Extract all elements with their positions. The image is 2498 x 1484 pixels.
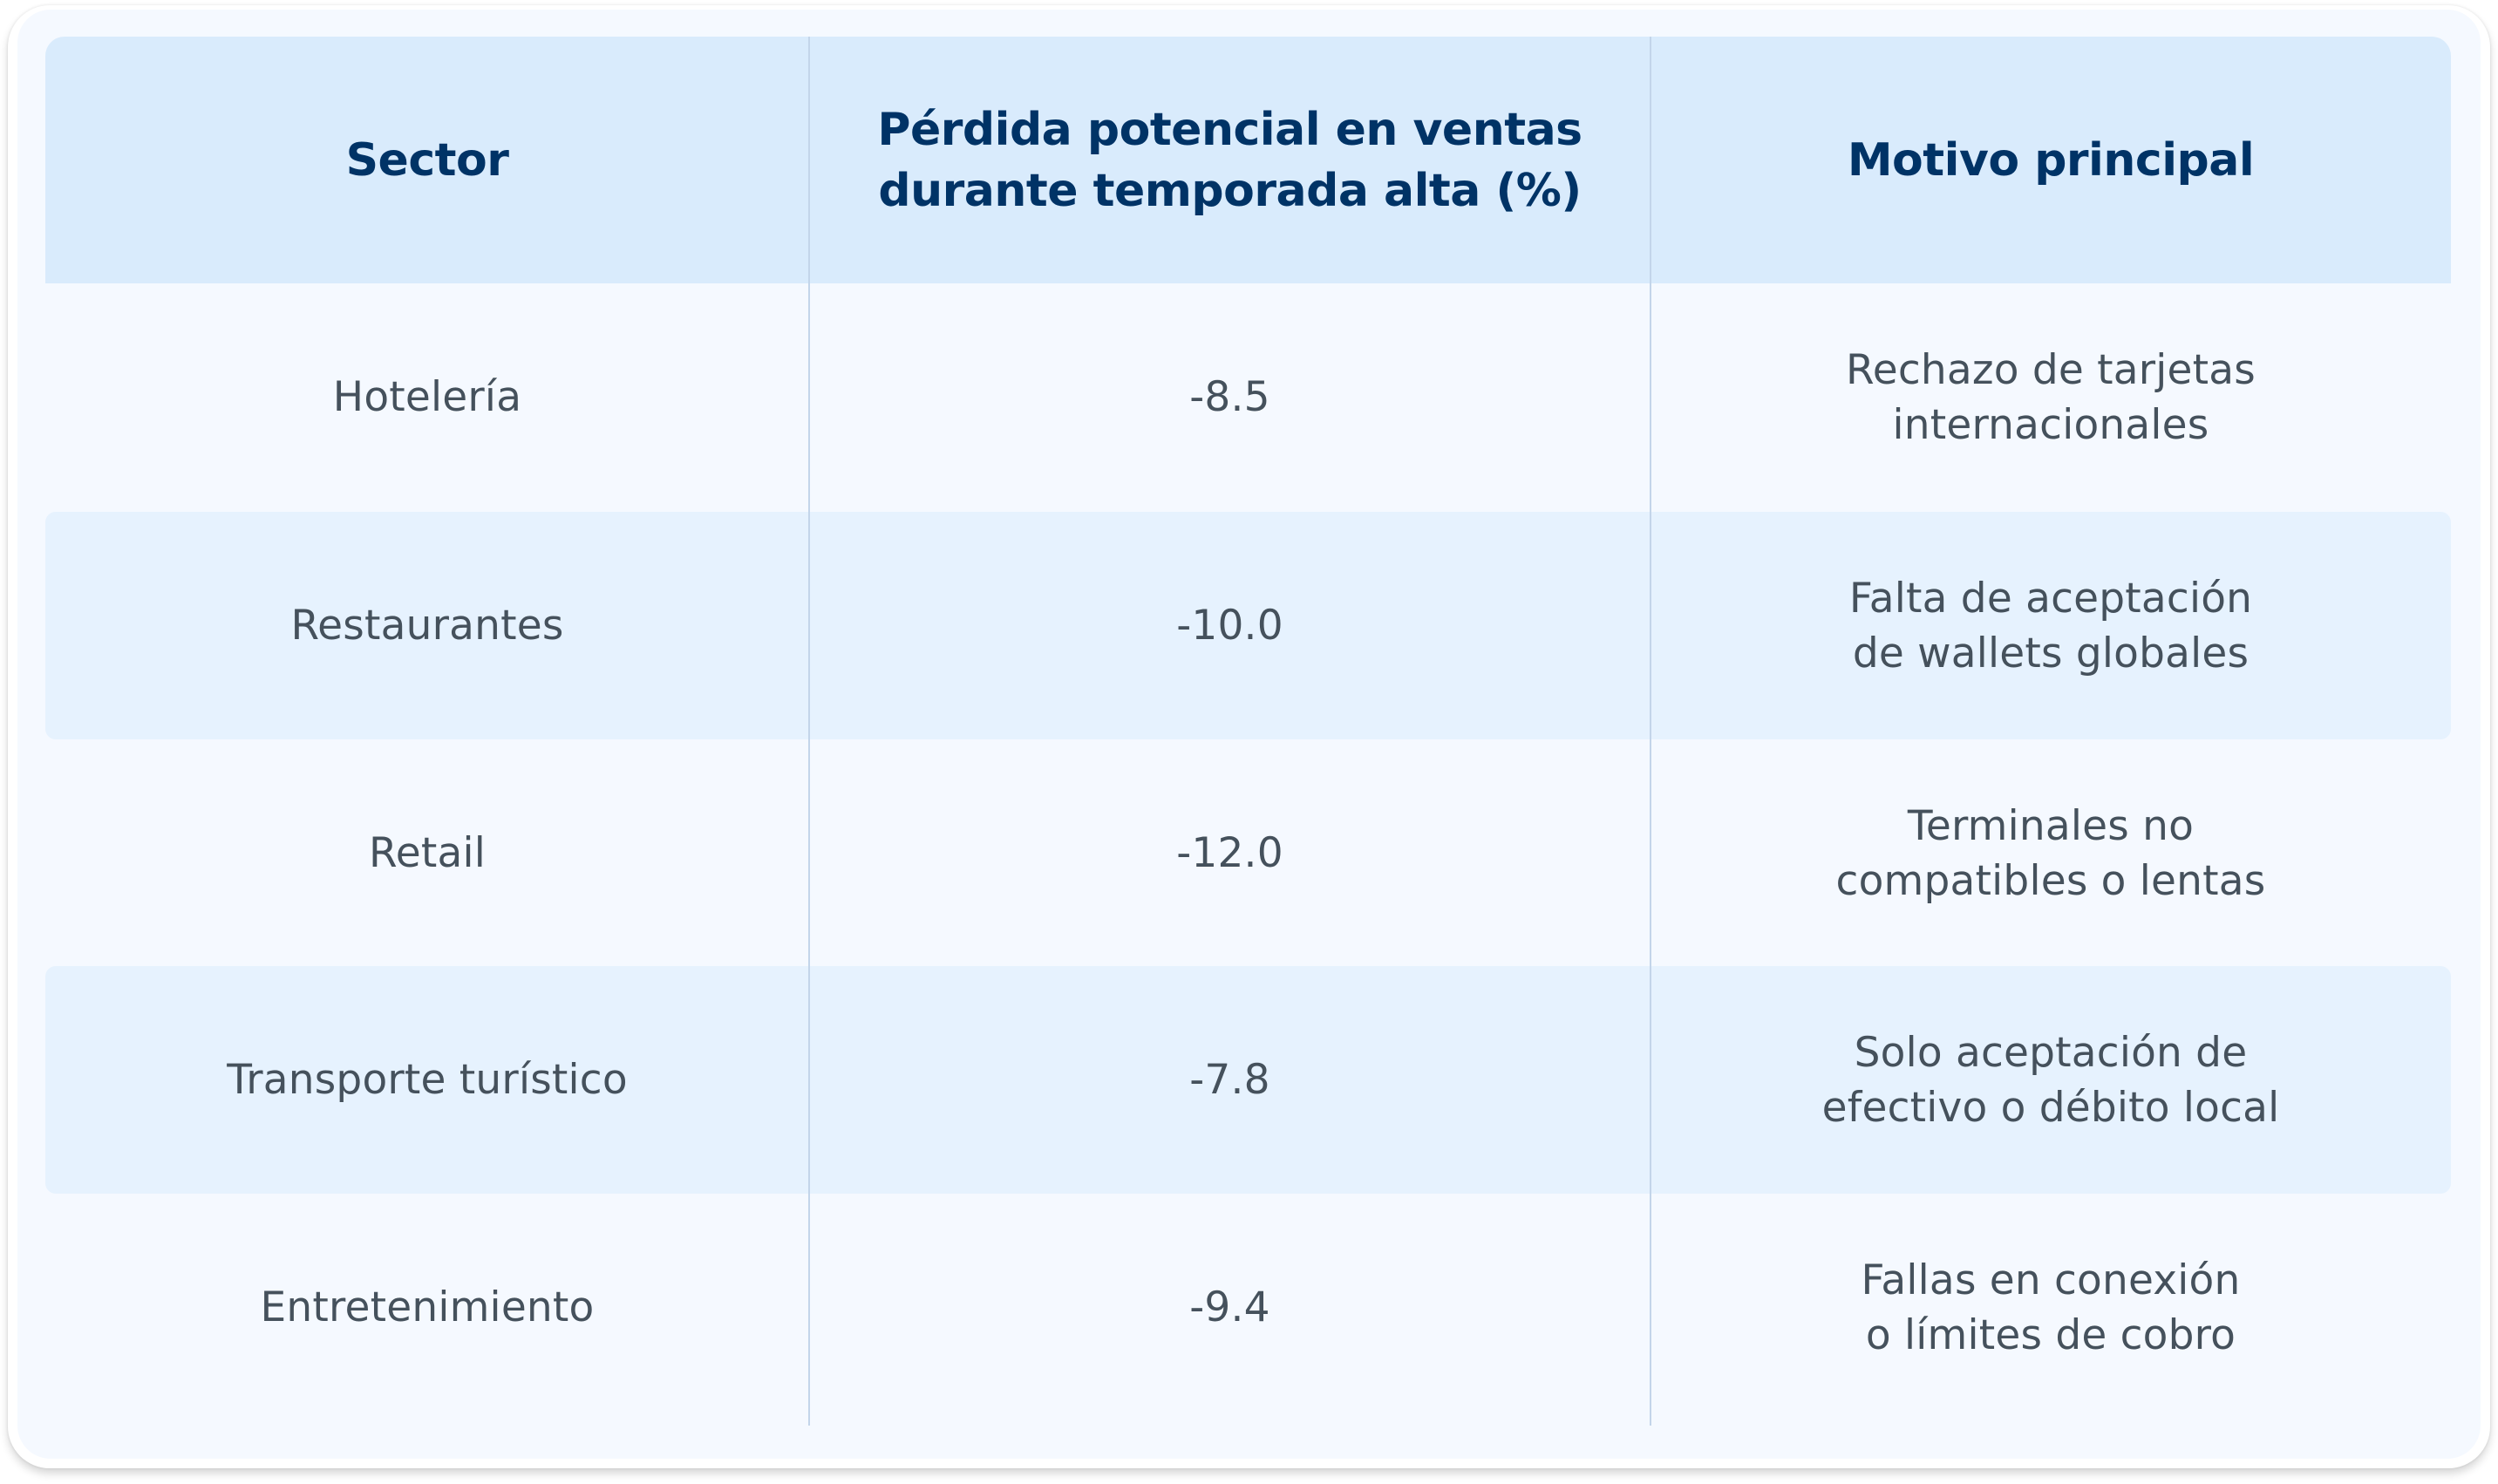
loss-value: -12.0 — [1176, 829, 1283, 877]
sector-value: Transporte turístico — [227, 1056, 628, 1104]
loss-value: -10.0 — [1176, 602, 1283, 650]
header-sector-label: Sector — [345, 133, 509, 187]
cell-sector: Entretenimiento — [45, 1194, 809, 1421]
cell-sector: Retail — [45, 739, 809, 967]
sector-value: Hotelería — [332, 373, 522, 421]
sector-value: Restaurantes — [290, 602, 564, 650]
cell-sector: Hotelería — [45, 283, 809, 511]
cell-reason: Fallas en conexión o límites de cobro — [1651, 1194, 2451, 1421]
header-cell-reason: Motivo principal — [1651, 37, 2451, 283]
header-cell-loss: Pérdida potencial en ventas durante temp… — [809, 37, 1651, 283]
loss-value: -7.8 — [1189, 1056, 1270, 1104]
table-row: Restaurantes -10.0 Falta de aceptación d… — [45, 512, 2451, 739]
cell-loss: -10.0 — [809, 512, 1651, 739]
column-divider — [1650, 37, 1651, 1426]
cell-loss: -9.4 — [809, 1194, 1651, 1421]
reason-value: Rechazo de tarjetas internacionales — [1846, 345, 2256, 449]
column-divider — [808, 37, 810, 1426]
cell-sector: Transporte turístico — [45, 966, 809, 1194]
cell-reason: Terminales no compatibles o lentas — [1651, 739, 2451, 967]
header-cell-sector: Sector — [45, 37, 809, 283]
cell-reason: Rechazo de tarjetas internacionales — [1651, 283, 2451, 511]
table-header-row: Sector Pérdida potencial en ventas duran… — [45, 37, 2451, 283]
cell-loss: -7.8 — [809, 966, 1651, 1194]
cell-loss: -8.5 — [809, 283, 1651, 511]
table-row: Transporte turístico -7.8 Solo aceptació… — [45, 966, 2451, 1194]
cell-reason: Falta de aceptación de wallets globales — [1651, 512, 2451, 739]
table-row: Hotelería -8.5 Rechazo de tarjetas inter… — [45, 283, 2451, 511]
cell-loss: -12.0 — [809, 739, 1651, 967]
reason-value: Fallas en conexión o límites de cobro — [1861, 1256, 2241, 1359]
table-row: Entretenimiento -9.4 Fallas en conexión … — [45, 1194, 2451, 1421]
table-row: Retail -12.0 Terminales no compatibles o… — [45, 739, 2451, 967]
reason-value: Solo aceptación de efectivo o débito loc… — [1821, 1028, 2280, 1132]
cell-sector: Restaurantes — [45, 512, 809, 739]
reason-value: Terminales no compatibles o lentas — [1835, 801, 2266, 905]
cell-reason: Solo aceptación de efectivo o débito loc… — [1651, 966, 2451, 1194]
sector-value: Entretenimiento — [260, 1283, 595, 1331]
sector-value: Retail — [368, 829, 486, 877]
loss-value: -9.4 — [1189, 1283, 1270, 1331]
header-loss-label: Pérdida potencial en ventas durante temp… — [877, 103, 1583, 217]
loss-value: -8.5 — [1189, 373, 1270, 421]
header-reason-label: Motivo principal — [1847, 133, 2255, 187]
reason-value: Falta de aceptación de wallets globales — [1848, 574, 2253, 677]
